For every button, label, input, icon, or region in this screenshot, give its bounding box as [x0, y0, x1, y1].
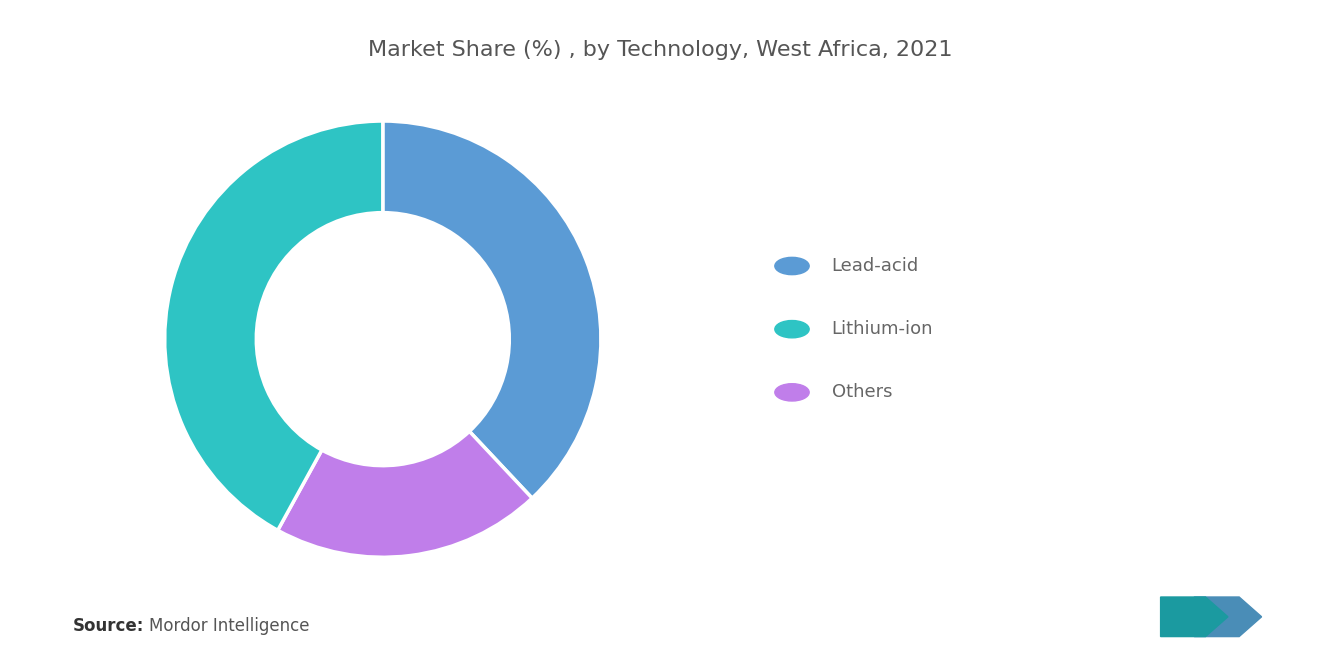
Wedge shape — [277, 432, 532, 557]
Text: Lead-acid: Lead-acid — [832, 257, 919, 275]
Polygon shape — [1160, 597, 1228, 636]
Wedge shape — [165, 121, 383, 530]
Text: Lithium-ion: Lithium-ion — [832, 320, 933, 338]
Wedge shape — [383, 121, 601, 498]
Text: Source:: Source: — [73, 617, 144, 635]
Text: Others: Others — [832, 383, 892, 402]
Text: Market Share (%) , by Technology, West Africa, 2021: Market Share (%) , by Technology, West A… — [368, 40, 952, 60]
Text: Mordor Intelligence: Mordor Intelligence — [149, 617, 310, 635]
Polygon shape — [1195, 597, 1262, 636]
